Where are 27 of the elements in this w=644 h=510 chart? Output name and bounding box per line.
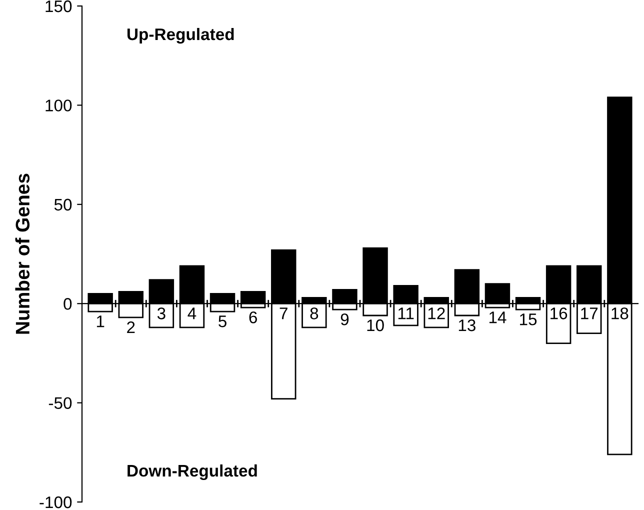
x-tick-label: 18: [612, 308, 628, 320]
x-tick-label: 17: [581, 308, 598, 320]
y-tick-label: -50: [48, 397, 72, 410]
y-tick-label: 150: [46, 0, 72, 12]
y-tick-label: 50: [54, 198, 72, 211]
x-tick-label: 8: [310, 308, 318, 320]
x-tick-label: 9: [340, 313, 349, 326]
x-tick-label: 2: [127, 321, 135, 334]
x-tick-label: 1: [96, 316, 104, 328]
x-tick-label: 10: [367, 319, 384, 332]
annotation: Up-Regulated: [127, 28, 234, 44]
x-tick-label: 15: [520, 314, 537, 326]
x-tick-label: 5: [218, 316, 226, 328]
x-tick-label: 3: [157, 308, 166, 320]
x-tick-label: 11: [398, 308, 414, 320]
x-tick-label: 6: [249, 311, 257, 324]
y-tick-label: 0: [64, 298, 72, 310]
x-tick-label: 14: [489, 312, 506, 324]
y-axis-title: Number of Genes: [15, 174, 30, 334]
x-tick-label: 12: [428, 308, 445, 320]
x-tick-label: 4: [188, 308, 196, 320]
x-tick-label: 16: [550, 308, 568, 320]
x-tick-label: 13: [458, 319, 476, 332]
y-tick-label: 100: [46, 100, 72, 112]
y-tick-label: -100: [40, 496, 72, 508]
x-tick-label: 7: [280, 308, 288, 320]
annotation: Down-Regulated: [128, 464, 257, 480]
